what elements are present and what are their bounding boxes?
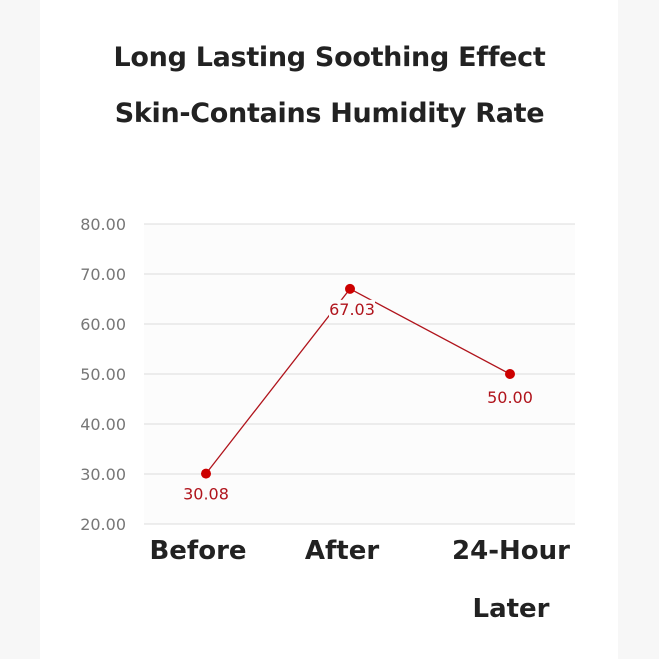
x-axis-label: Before [149,536,247,566]
y-tick-label: 20.00 [80,515,126,534]
x-axis-label: 24-Hour [452,536,570,566]
y-tick-label: 50.00 [80,365,126,384]
gridlines [144,223,575,525]
y-tick-label: 30.00 [80,465,126,484]
data-value-label: 67.03 [329,300,375,319]
y-tick-label: 60.00 [80,315,126,334]
data-markers [201,283,515,479]
data-point-marker [505,369,515,379]
y-tick-label: 40.00 [80,415,126,434]
data-point-marker [345,283,355,294]
data-value-label: 50.00 [487,388,533,407]
data-value-label: 30.08 [183,485,229,504]
y-axis-ticks: 20.00 30.00 40.00 50.00 60.00 70.00 80.00 [80,215,126,534]
x-axis-label: After [304,536,380,566]
y-tick-label: 80.00 [80,215,126,234]
data-point-marker [201,468,211,479]
chart-title-line-2: Skin-Contains Humidity Rate [114,98,545,129]
chart-title-line-1: Long Lasting Soothing Effect [113,42,546,73]
data-labels: 30.08 67.03 50.00 [183,299,533,504]
x-axis-label-line-2: Later [472,594,550,624]
y-tick-label: 70.00 [80,265,126,284]
